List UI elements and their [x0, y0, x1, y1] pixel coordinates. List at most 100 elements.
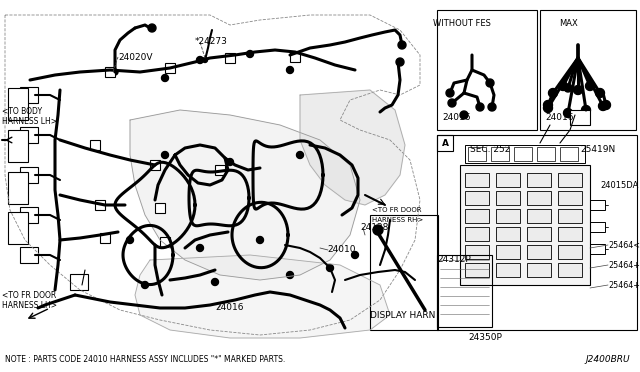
Text: 25464<10A>: 25464<10A>	[608, 241, 640, 250]
Polygon shape	[326, 264, 333, 272]
Polygon shape	[287, 67, 294, 74]
Bar	[590, 222, 605, 232]
Text: 24128: 24128	[360, 224, 388, 232]
Bar	[465, 245, 489, 259]
Bar	[496, 227, 520, 241]
Bar	[558, 191, 582, 205]
Polygon shape	[227, 158, 234, 166]
Bar	[465, 227, 489, 241]
Bar	[468, 147, 486, 161]
Bar	[527, 263, 551, 277]
Polygon shape	[300, 90, 405, 205]
Bar	[558, 173, 582, 187]
Bar	[527, 209, 551, 223]
Polygon shape	[573, 86, 582, 94]
Bar	[496, 263, 520, 277]
Bar	[8, 130, 28, 162]
Bar	[8, 172, 28, 204]
Text: 24016: 24016	[545, 113, 573, 122]
Text: SEC. 252: SEC. 252	[470, 145, 510, 154]
Polygon shape	[127, 237, 134, 244]
Bar	[465, 145, 585, 163]
Text: WITHOUT FES: WITHOUT FES	[433, 19, 491, 28]
Polygon shape	[476, 103, 484, 111]
Bar	[590, 244, 605, 254]
Polygon shape	[460, 111, 468, 119]
Bar	[496, 245, 520, 259]
Text: 24350P: 24350P	[468, 334, 502, 343]
Bar	[20, 207, 38, 223]
Polygon shape	[212, 279, 218, 285]
Bar	[20, 167, 38, 183]
Text: HARNESS RH>: HARNESS RH>	[372, 217, 423, 223]
Bar	[437, 10, 537, 130]
Bar	[20, 87, 38, 103]
Bar	[437, 255, 492, 327]
Bar	[465, 209, 489, 223]
Polygon shape	[202, 58, 207, 62]
Polygon shape	[130, 110, 360, 280]
Bar	[105, 67, 115, 77]
Bar	[496, 191, 520, 205]
Text: MAX: MAX	[559, 19, 577, 28]
Polygon shape	[398, 41, 406, 49]
Polygon shape	[586, 81, 595, 90]
Text: A: A	[442, 138, 449, 148]
Polygon shape	[351, 251, 358, 259]
Polygon shape	[161, 151, 168, 158]
Bar	[150, 160, 160, 170]
Bar	[537, 147, 555, 161]
Bar	[590, 200, 605, 210]
Bar	[90, 140, 100, 150]
Polygon shape	[448, 99, 456, 107]
Bar	[491, 147, 509, 161]
Bar	[527, 173, 551, 187]
Text: 24016: 24016	[215, 304, 243, 312]
Text: 25464+B<20A>: 25464+B<20A>	[608, 280, 640, 289]
Text: DISPLAY HARN: DISPLAY HARN	[370, 311, 435, 320]
Polygon shape	[486, 79, 494, 87]
Text: 25464+A<15A>: 25464+A<15A>	[608, 260, 640, 269]
Bar	[540, 10, 636, 130]
Polygon shape	[141, 282, 148, 289]
Text: 24015DA: 24015DA	[600, 180, 638, 189]
Polygon shape	[196, 244, 204, 251]
Text: 25419N: 25419N	[580, 145, 615, 154]
Polygon shape	[296, 151, 303, 158]
Bar	[527, 227, 551, 241]
Bar	[496, 173, 520, 187]
Polygon shape	[196, 57, 204, 64]
Bar	[560, 147, 578, 161]
Text: 24010: 24010	[327, 246, 355, 254]
Text: J2400BRU: J2400BRU	[586, 356, 630, 365]
Polygon shape	[488, 103, 496, 111]
Bar	[437, 135, 637, 330]
Polygon shape	[287, 272, 294, 279]
Bar	[225, 53, 235, 63]
Bar	[155, 203, 165, 213]
Bar	[570, 110, 590, 125]
Polygon shape	[135, 255, 390, 338]
Polygon shape	[148, 24, 156, 32]
Text: 24312P: 24312P	[437, 256, 471, 264]
Bar	[514, 147, 532, 161]
Text: NOTE : PARTS CODE 24010 HARNESS ASSY INCLUDES "*" MARKED PARTS.: NOTE : PARTS CODE 24010 HARNESS ASSY INC…	[5, 356, 285, 365]
Polygon shape	[564, 109, 573, 118]
Bar	[370, 215, 438, 330]
Bar	[496, 209, 520, 223]
Bar	[8, 88, 28, 120]
Text: HARNESS LH>: HARNESS LH>	[2, 301, 57, 310]
Bar	[8, 212, 28, 244]
Bar	[290, 52, 300, 62]
Polygon shape	[564, 84, 572, 92]
Bar	[465, 173, 489, 187]
Bar	[437, 135, 453, 151]
Polygon shape	[543, 100, 552, 109]
Polygon shape	[596, 89, 605, 97]
Text: *24273: *24273	[195, 38, 228, 46]
Bar	[558, 245, 582, 259]
Bar	[165, 63, 175, 73]
Bar	[70, 274, 88, 290]
Polygon shape	[543, 103, 552, 112]
Polygon shape	[257, 237, 264, 244]
